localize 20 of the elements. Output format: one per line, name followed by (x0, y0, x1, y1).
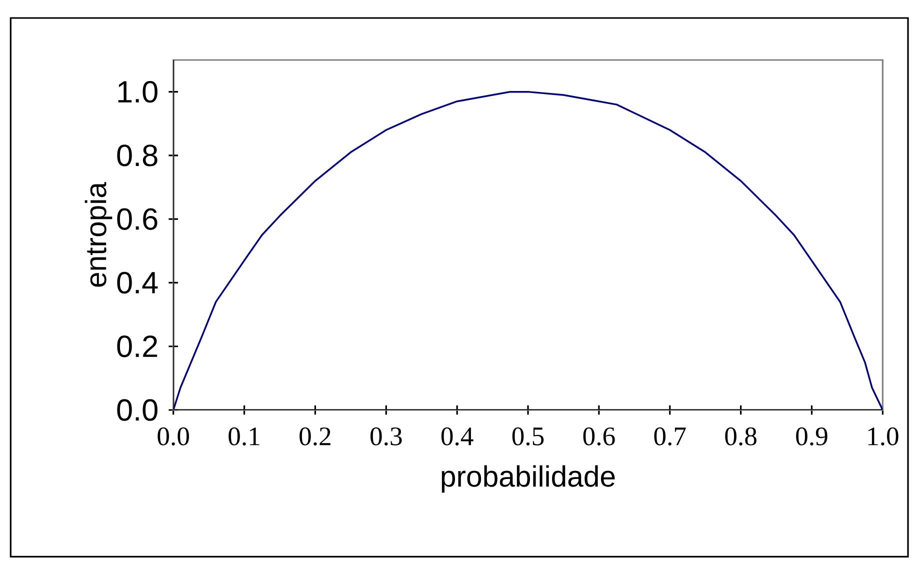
y-tick-label: 1.0 (118, 80, 158, 103)
x-axis-title: probabilidade (442, 465, 615, 493)
x-tick-label: 0.8 (725, 427, 756, 446)
y-tick-label: 0.2 (117, 336, 158, 358)
x-tick-label: 0.9 (796, 427, 828, 446)
x-tick-label: 0.0 (158, 427, 189, 446)
x-tick-label: 0.6 (583, 427, 615, 446)
y-tick-label: 0.4 (117, 272, 158, 294)
y-axis-title: entropia (84, 182, 112, 287)
x-tick-label: 1.0 (868, 427, 898, 446)
x-tick-label: 0.1 (228, 427, 260, 446)
line-series (173, 90, 883, 410)
x-tick-label: 0.3 (370, 427, 402, 446)
y-tick-label: 0.0 (117, 399, 158, 421)
x-tick-label: 0.5 (512, 427, 544, 446)
x-tick-label: 0.2 (300, 427, 330, 446)
y-tick-label: 0.6 (117, 208, 158, 230)
x-tick-label: 0.4 (441, 427, 474, 446)
x-tick-label: 0.7 (654, 427, 686, 446)
y-tick-label: 0.8 (117, 144, 158, 166)
